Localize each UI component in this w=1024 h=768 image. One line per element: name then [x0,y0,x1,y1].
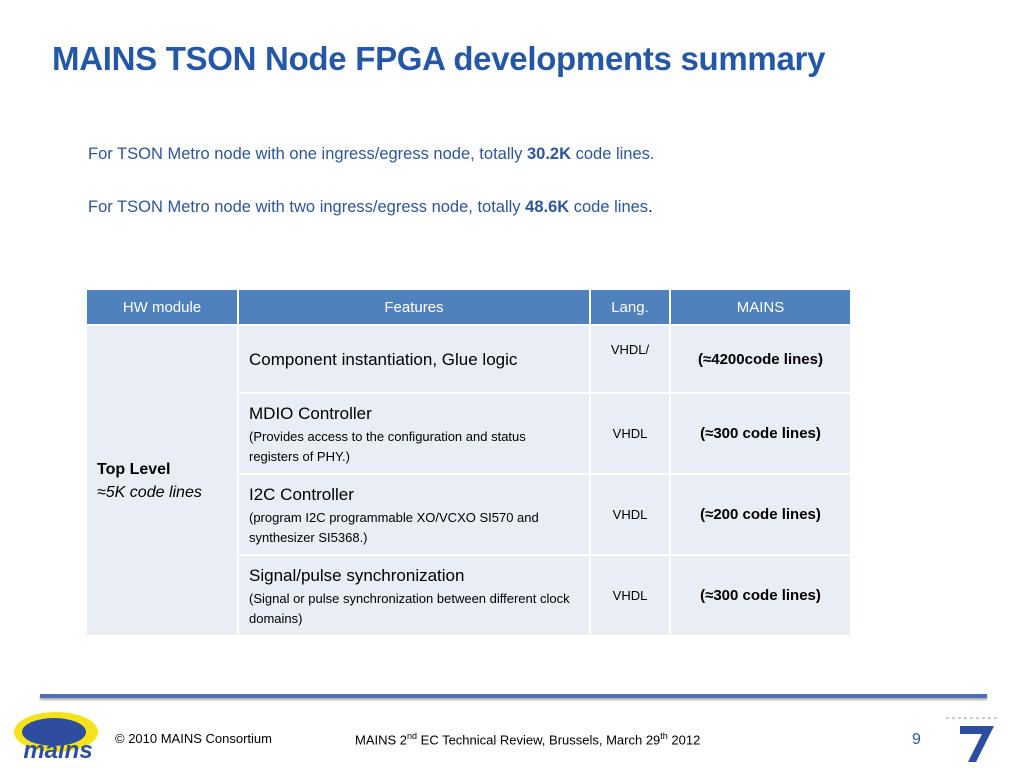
text: nd [407,731,418,741]
text: Signal/pulse synchronization [249,566,465,585]
text: MDIO Controller [249,404,372,423]
text: 48.6K [525,198,570,216]
footer-rule [40,694,987,698]
text: code lines. [571,145,655,163]
cell: (≈4200code lines) [669,324,852,394]
header-cell: Lang. [589,288,671,326]
text: . [648,198,653,216]
logo-core [22,718,86,746]
text: I2C Controller [249,485,354,504]
intro-line: For TSON Metro node with one ingress/egr… [88,145,655,164]
text: ≈5K code lines [97,483,202,501]
cell: VHDL [589,554,671,637]
text: (Signal or pulse synchronization between… [249,591,570,626]
cell: Component instantiation, Glue logic [237,324,591,394]
cell: Signal/pulse synchronization (Signal or p… [237,554,591,637]
cell: I2C Controller (program I2C programmable … [237,473,591,556]
cell: (≈200 code lines) [669,473,852,556]
cell: VHDL/ [589,324,671,394]
header-cell: MAINS [669,288,852,326]
text: For TSON Metro node with one ingress/egr… [88,145,527,163]
cell: (≈300 code lines) [669,392,852,475]
text: MAINS 2 [355,732,408,748]
cell: MDIO Controller (Provides access to the c… [237,392,591,475]
page-number: 9 [912,731,921,748]
text: For TSON Metro node with two ingress/egr… [88,198,526,216]
text: th [660,731,668,741]
logo-seven [960,726,994,762]
logo-text: mains [23,737,92,764]
group-cell: Top Level ≈5K code lines [85,324,239,637]
event: MAINS 2nd EC Technical Review, Brussels,… [355,731,700,747]
table: HW module Features Lang. MAINS Top Level ≈5K… [85,288,852,637]
text: (Provides access to the configuration an… [249,429,526,464]
cell: VHDL [589,473,671,556]
text: (program I2C programmable XO/VCXO SI570 … [249,510,539,545]
mains-logo: mains [14,712,98,764]
fp7-logo [946,717,1000,762]
intro-line: For TSON Metro node with two ingress/egr… [88,198,653,217]
text: 30.2K [527,145,572,163]
cell: (≈300 code lines) [669,554,852,637]
header-cell: HW module [85,288,239,326]
text: EC Technical Review, Brussels, March 29 [417,732,661,748]
text: code lines [569,198,649,216]
cell: VHDL [589,392,671,475]
copyright: © 2010 MAINS Consortium [115,731,272,746]
text: Top Level [97,460,171,478]
text: 2012 [667,732,701,748]
header-cell: Features [237,288,591,326]
title: MAINS TSON Node FPGA developments summar… [52,40,826,77]
